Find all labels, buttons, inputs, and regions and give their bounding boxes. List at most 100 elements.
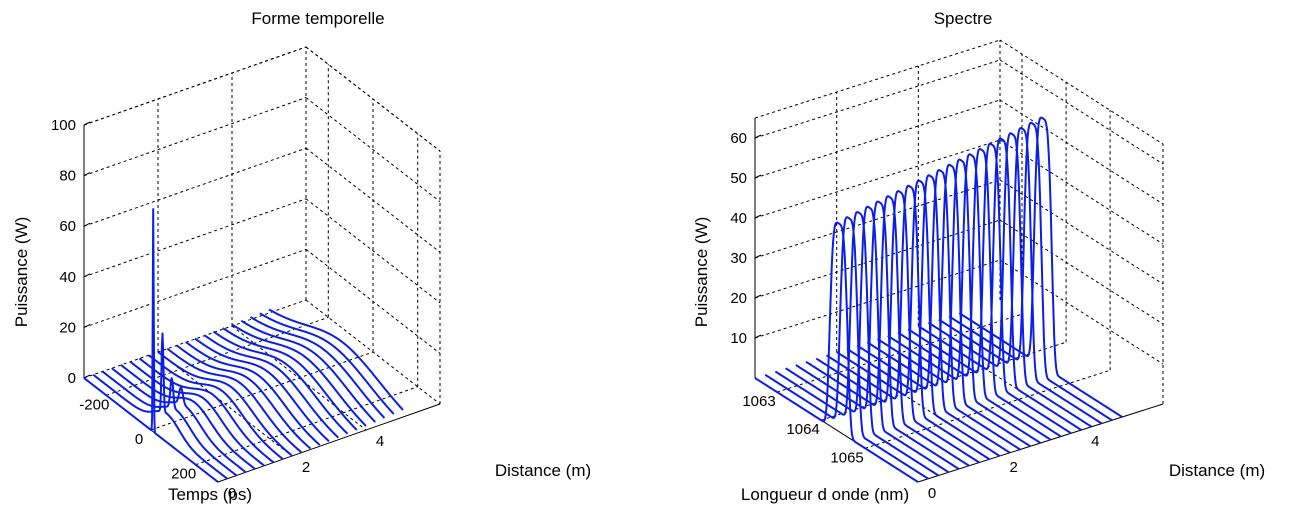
series-trace	[928, 132, 1093, 428]
y-tick-label: 0	[228, 485, 236, 502]
series-trace	[856, 169, 1021, 451]
series-trace	[907, 142, 1072, 435]
series-trace	[259, 312, 395, 415]
gridline	[231, 325, 367, 431]
x-tick-label: 1065	[830, 449, 863, 466]
gridline	[999, 99, 1164, 205]
series-trace	[917, 137, 1082, 431]
series-trace	[958, 116, 1123, 418]
panel-spectrum: Spectre 10 20 30 40 50 60 1063 1064 1065 0 2 4 Puis…	[692, 9, 1265, 504]
y-tick-label: 2	[302, 459, 310, 476]
z-tick	[754, 174, 762, 179]
y-tick-label: 2	[1010, 459, 1018, 476]
gridline	[83, 248, 307, 328]
x-tick-label: 1063	[742, 393, 775, 410]
z-tick-label: 80	[59, 168, 76, 185]
z-tick	[754, 294, 762, 299]
series-trace	[157, 351, 293, 457]
gridline	[999, 179, 1164, 285]
series-trace	[815, 190, 980, 464]
gridline	[999, 259, 1164, 365]
z-tick	[83, 323, 91, 328]
gridline	[754, 99, 1001, 179]
y-axis-label: Distance (m)	[495, 461, 591, 480]
series-trace	[203, 334, 340, 439]
z-tick	[83, 121, 91, 126]
z-tick-label: 20	[59, 319, 76, 336]
series-trace	[825, 184, 991, 461]
series-trace	[268, 308, 404, 411]
x-axis-label: Temps (ps)	[168, 485, 252, 504]
x-tick-label: 200	[171, 466, 196, 483]
z-axis-label: Puissance (W)	[12, 217, 31, 328]
z-tick-label: 10	[730, 330, 747, 347]
gridline	[157, 351, 293, 457]
grid	[83, 46, 441, 483]
gridline	[83, 147, 307, 227]
gridline	[754, 139, 1001, 219]
gridline	[305, 198, 441, 304]
chart-title: Forme temporelle	[251, 9, 384, 28]
gridline	[305, 46, 441, 152]
z-tick	[754, 214, 762, 219]
series-trace	[92, 332, 228, 480]
y-tick-label: 4	[1091, 433, 1099, 450]
x-tick-label: 0	[135, 431, 143, 448]
series-trace	[877, 158, 1041, 444]
trace-group	[754, 116, 1123, 483]
gridline	[999, 219, 1164, 325]
series-trace	[185, 341, 321, 446]
series-trace	[805, 195, 970, 467]
series-trace	[148, 354, 284, 460]
z-tick	[83, 172, 91, 177]
z-tick-label: 50	[730, 170, 747, 187]
gridline	[999, 59, 1164, 165]
series-trace	[222, 327, 358, 431]
gridline	[754, 39, 1001, 119]
gridline	[83, 46, 307, 126]
gridline	[754, 179, 1001, 259]
series-trace	[166, 347, 302, 453]
series-trace	[938, 127, 1103, 425]
series-trace	[194, 337, 330, 443]
z-tick-label: 60	[59, 218, 76, 235]
z-tick	[83, 273, 91, 278]
series-trace	[120, 364, 256, 470]
series-trace	[764, 216, 929, 480]
z-tick	[83, 222, 91, 227]
series-trace	[175, 344, 312, 450]
panel-temporal: Forme temporelle 020406080100-2000200024…	[12, 9, 591, 504]
gridline	[83, 198, 307, 278]
series-trace	[774, 211, 939, 477]
series-trace	[101, 370, 238, 477]
x-tick-label: 1064	[786, 421, 819, 438]
series-trace	[897, 148, 1062, 438]
gridline	[754, 59, 1001, 139]
trace-group	[83, 208, 404, 483]
series-trace	[836, 179, 1001, 457]
series-trace	[83, 208, 219, 483]
series-trace	[240, 319, 377, 423]
z-tick-label: 20	[730, 290, 747, 307]
x-tick-label: -200	[79, 396, 109, 413]
x-axis-label: Longueur d onde (nm)	[741, 485, 909, 504]
gridline	[305, 97, 441, 202]
gridline	[999, 39, 1164, 145]
series-trace	[231, 323, 367, 427]
y-tick-label: 4	[376, 433, 384, 450]
series-trace	[866, 163, 1031, 448]
gridline	[754, 219, 1001, 299]
z-tick	[754, 254, 762, 259]
z-tick-label: 30	[730, 250, 747, 267]
y-axis-label: Distance (m)	[1169, 461, 1265, 480]
z-tick-label: 40	[59, 269, 76, 286]
z-tick-label: 60	[730, 130, 747, 147]
z-tick-label: 100	[51, 117, 76, 134]
series-trace	[249, 316, 386, 419]
series-trace	[754, 221, 919, 483]
chart-title: Spectre	[934, 9, 993, 28]
z-tick	[754, 334, 762, 339]
z-axis-label: Puissance (W)	[692, 217, 711, 328]
series-trace	[948, 121, 1113, 422]
y-tick-label: 0	[928, 485, 936, 502]
